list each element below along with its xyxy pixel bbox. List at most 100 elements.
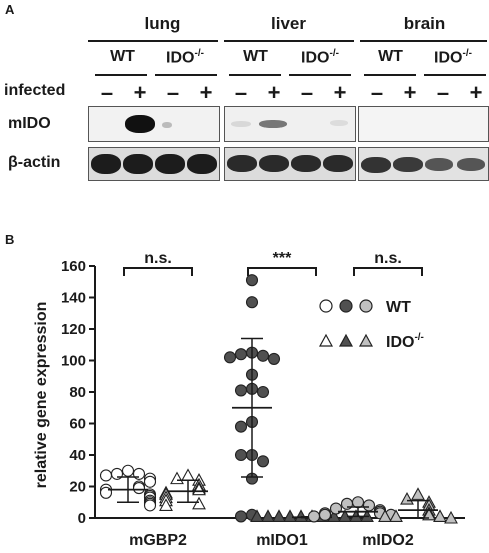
sign-lane-6: + [267,80,281,105]
legend-gray-triangle [358,333,374,347]
band-actin-lung-2 [123,154,153,174]
sign-lane-1: – [100,80,114,105]
significance-label-1: *** [273,250,292,267]
data-point-mido1-wt-0 [245,274,259,287]
band-mido-lung-infected [125,115,155,133]
sign-lane-11: – [436,80,450,105]
blot-actin-liver [224,147,356,181]
genotype-wt-liver: WT [243,48,268,65]
data-point-mido1-wt-12 [234,420,248,433]
y-tick-label-2: 40 [69,447,86,464]
data-point-mido1-wt-18 [234,510,248,523]
data-point-mido1-wt-5 [223,351,237,364]
band-actin-brain-1 [361,157,391,173]
data-point-mido2-ido-6 [422,507,436,521]
y-tick-label-0: 0 [78,510,86,527]
data-point-mido1-ido-9 [250,509,264,522]
liver-line [224,40,354,42]
band-actin-lung-1 [91,154,121,174]
band-actin-liver-3 [291,155,321,172]
data-point-mido2-wt-10 [307,510,321,523]
data-point-mido1-wt-10 [256,385,270,399]
legend-ido-label: IDO-/- [386,332,424,351]
band-actin-brain-2 [393,157,423,172]
legend-dark-triangle [338,333,354,347]
data-point-mido1-wt-9 [234,384,248,397]
data-point-mido2-ido-8 [433,509,447,522]
data-point-mido1-wt-14 [234,448,248,462]
infected-label: infected [4,82,66,99]
data-point-mgbp2-ido-1 [170,471,184,485]
band-actin-lung-4 [187,154,217,174]
y-axis-label: relative gene expression [33,302,50,489]
x-category-label-2: mIDO2 [362,532,414,549]
data-point-mgbp2-wt-7 [132,482,146,495]
y-tick-label-1: 20 [69,479,86,496]
x-category-label-1: mIDO1 [256,532,308,549]
tissue-label-lung: lung [144,14,181,33]
data-point-mgbp2-ido-10 [192,496,206,510]
data-point-mgbp2-wt-0 [121,464,135,477]
data-point-mido2-wt-8 [318,508,332,521]
data-point-mido1-ido-5 [272,509,286,522]
sign-lane-3: – [166,80,180,105]
data-point-mido1-ido-3 [283,509,297,522]
legend-gray-circle [359,299,373,313]
significance-label-0: n.s. [144,250,172,267]
data-point-mgbp2-ido-0 [181,468,195,482]
blot-mido-lung [88,106,220,142]
y-tick-label-7: 140 [61,290,86,307]
data-point-mido2-ido-10 [444,510,458,524]
sign-lane-2: + [133,80,147,105]
y-tick-label-4: 80 [69,384,86,401]
blot-actin-lung [88,147,220,181]
brain-line [360,40,487,42]
data-point-mido1-ido-7 [261,509,275,522]
row-label-mido: mIDO [8,115,51,132]
legend-open-circle [319,299,333,313]
band-mido-liver-infected [259,120,287,128]
geno-line-1 [95,74,147,76]
data-point-mido1-wt-1 [245,296,259,309]
data-point-mido2-ido-0 [411,487,425,500]
panel-b-letter: B [5,232,15,247]
data-point-mido1-wt-3 [234,348,248,361]
sign-lane-7: – [300,80,314,105]
data-point-mido2-ido-1 [400,491,414,505]
legend-dark-circle [339,299,353,313]
blot-mido-brain [358,106,489,142]
blot-mido-liver [224,106,356,142]
genotype-ido-liver: IDO-/- [301,48,339,67]
significance-bracket-0 [123,267,193,276]
y-tick-label-3: 60 [69,416,86,433]
geno-line-5 [364,74,416,76]
sign-lane-12: + [469,80,483,105]
tissue-label-liver: liver [271,14,306,33]
data-point-mgbp2-ido-11 [159,498,173,511]
sign-lane-10: + [403,80,417,105]
data-point-mgbp2-wt-16 [143,499,157,512]
significance-bracket-2 [353,267,423,276]
sign-lane-5: – [234,80,248,105]
genotype-ido-lung: IDO-/- [166,48,204,67]
genotype-wt-brain: WT [378,48,403,65]
geno-line-6 [424,74,486,76]
data-point-mido1-ido-4 [327,509,341,522]
band-mido-liver-faint [231,121,251,127]
band-actin-brain-4 [457,158,485,171]
band-actin-liver-1 [227,155,257,172]
sign-lane-4: + [199,80,213,105]
geno-line-4 [289,74,351,76]
data-point-mgbp2-wt-3 [99,469,113,482]
data-point-mido1-wt-15 [256,455,270,468]
data-point-mido1-wt-6 [267,352,281,365]
band-actin-liver-4 [323,155,353,172]
y-tick-label-5: 100 [61,353,86,370]
tissue-label-brain: brain [403,14,446,33]
sign-lane-8: + [333,80,347,105]
x-category-label-0: mGBP2 [129,532,187,549]
panel-a-letter: A [5,2,15,17]
data-point-mgbp2-wt-5 [143,475,157,488]
lung-line [88,40,218,42]
